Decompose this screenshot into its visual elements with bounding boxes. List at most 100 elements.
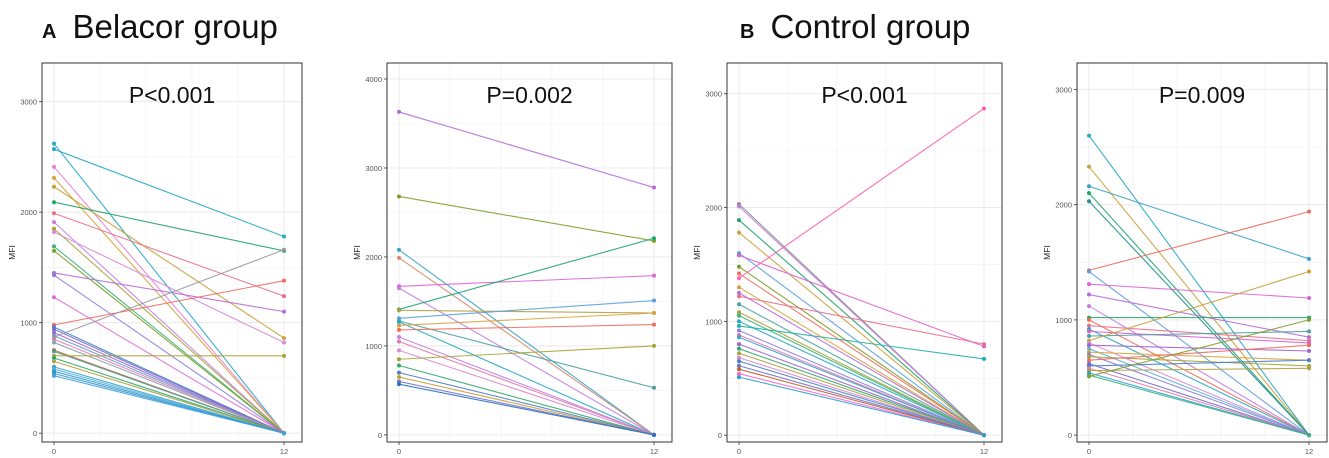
plot-border [41,62,303,443]
data-point [652,322,656,327]
data-point [737,204,741,209]
series-line [1088,367,1310,436]
data-point [1087,374,1091,379]
data-point [52,175,56,180]
series-line [53,201,285,252]
data-point [737,367,741,372]
data-point [737,335,741,340]
y-axis-title: MFI [7,245,17,260]
y-tick-label: 2000 [705,204,722,213]
group-title: Control group [770,8,971,45]
data-point [282,340,286,345]
data-point [652,273,656,278]
series-line [1088,353,1310,436]
series-line [738,336,985,436]
x-tick-label: 0 [737,447,741,456]
data-point [652,298,656,303]
series-line [398,336,655,436]
series-line [1088,330,1310,344]
series-line [738,252,985,436]
group-b-heading: B Control group [740,8,970,48]
data-point [397,382,401,387]
data-point [52,147,56,152]
data-point [982,356,986,361]
y-tick-label: 2000 [1055,201,1072,210]
data-point [52,359,56,364]
y-axis-title: MFI [352,245,362,260]
data-point [737,313,741,318]
y-tick-label: 3000 [365,164,382,173]
series-line [1088,135,1310,436]
series-line [738,232,985,436]
data-point [52,373,56,378]
series-line [1088,342,1310,436]
data-point [652,185,656,190]
data-point [52,184,56,189]
data-point [1087,199,1091,204]
series-line [1088,348,1310,436]
series-line [53,148,285,237]
data-point [397,323,401,328]
series-line [1088,351,1310,361]
data-point [282,278,286,283]
data-point [737,342,741,347]
series-line [1088,319,1310,377]
series-line [738,303,985,436]
data-point [397,339,401,344]
data-point [982,342,986,347]
series-line [398,275,655,287]
data-point [737,294,741,299]
data-point [397,357,401,362]
series-line [738,376,985,436]
series-line [53,274,285,434]
data-point [737,371,741,376]
series-line [738,348,985,436]
data-point [737,355,741,360]
data-point [52,248,56,253]
series-line [1088,200,1310,436]
series-line [738,373,985,436]
series-line [53,342,285,434]
data-point [737,302,741,307]
series-line [738,254,985,347]
data-point [1087,292,1091,297]
series-line [738,295,985,345]
series-line [398,309,655,314]
data-point [1307,209,1311,214]
data-point [982,106,986,111]
series-line [53,296,285,434]
x-tick-label: 12 [650,447,658,456]
series-line [1088,359,1310,367]
data-point [737,264,741,269]
p-value-label: P=0.002 [486,82,572,108]
data-point [1087,164,1091,169]
data-point [397,308,401,313]
data-point [737,328,741,333]
series-line [53,166,285,434]
series-line [398,312,655,327]
data-point [52,295,56,300]
data-point [737,319,741,324]
y-tick-label: 1000 [1055,316,1072,325]
data-point [1307,256,1311,261]
data-point [1087,282,1091,287]
data-point [397,370,401,375]
y-tick-label: 0 [718,431,722,440]
series-line [53,350,285,434]
series-line [53,250,285,434]
series-line [738,286,985,436]
data-point [1087,184,1091,189]
series-line [738,219,985,436]
data-point [737,230,741,235]
data-point [397,375,401,380]
data-point [397,348,401,353]
data-point [1087,334,1091,339]
series-line [398,376,655,436]
data-point [982,433,986,438]
series-line [53,375,285,434]
data-point [1087,343,1091,348]
group-title: Belacor group [72,8,278,45]
series-line [1088,319,1310,436]
data-point [1307,296,1311,301]
